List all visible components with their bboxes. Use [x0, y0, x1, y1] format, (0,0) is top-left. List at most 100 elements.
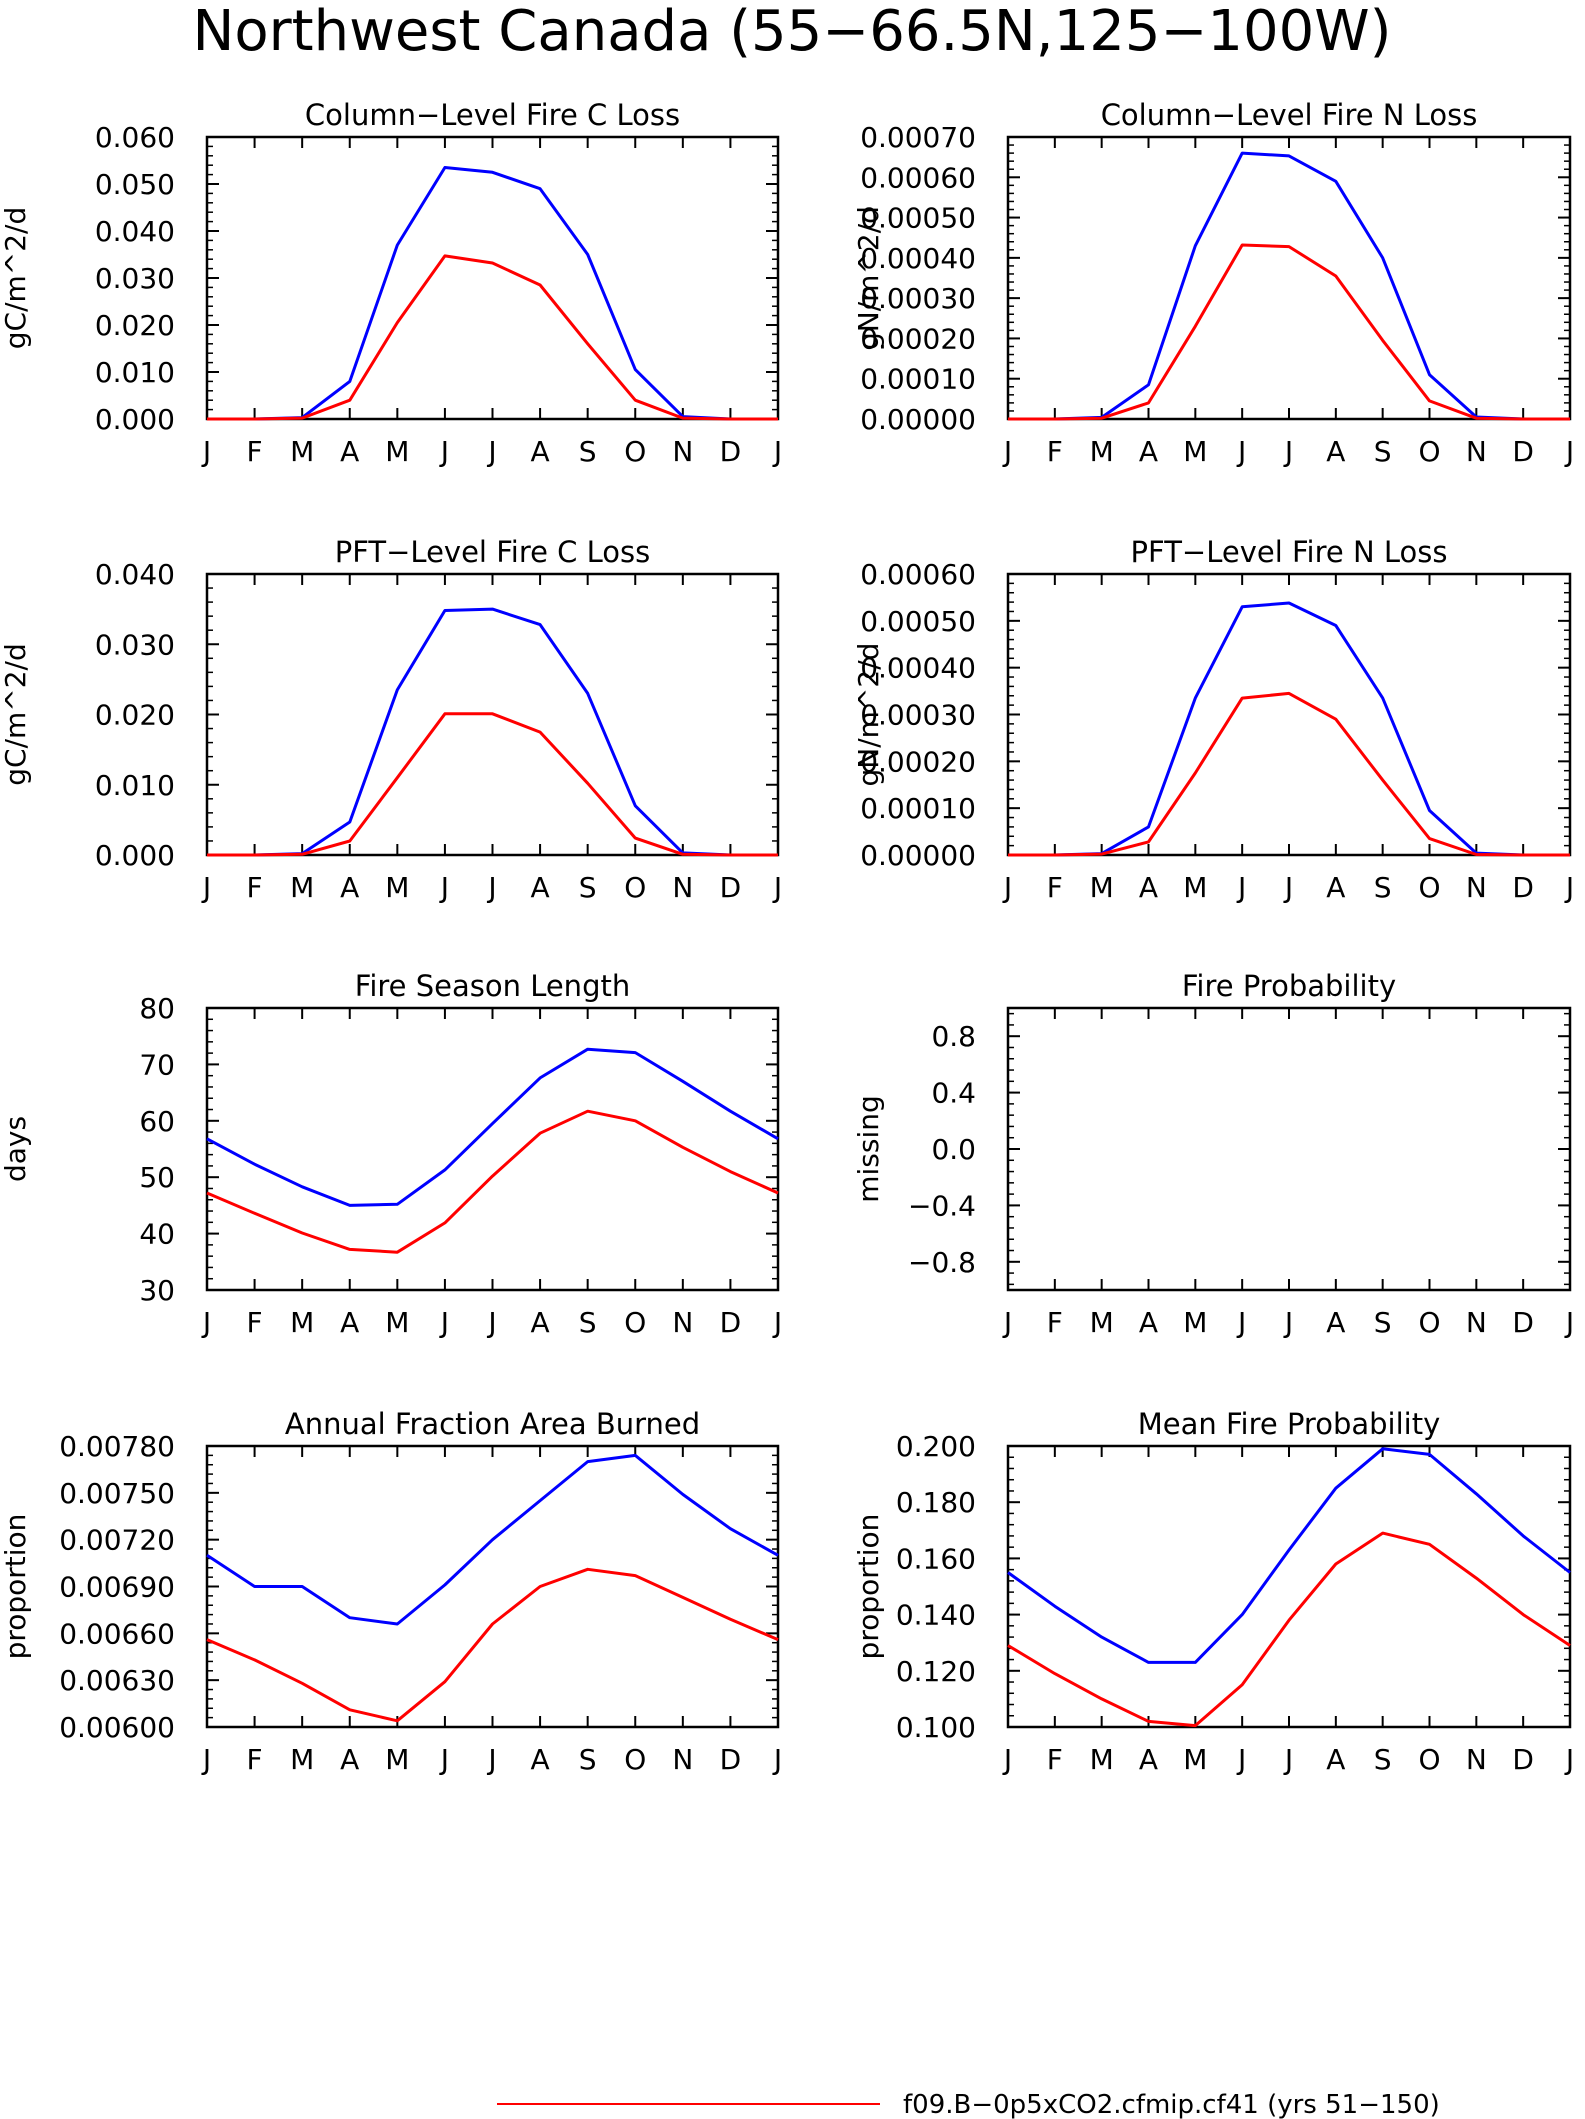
y-tick-label: 80 — [139, 992, 175, 1025]
panel-title: PFT−Level Fire N Loss — [1131, 535, 1448, 569]
x-tick-label: J — [772, 1743, 782, 1776]
y-tick-label: 0.00020 — [860, 745, 976, 778]
y-tick-label: 0.8 — [931, 1020, 976, 1053]
y-tick-label: 0.00050 — [860, 202, 976, 235]
x-tick-label: J — [1236, 871, 1246, 904]
y-tick-label: 0.00060 — [860, 161, 976, 194]
y-tick-label: 0.040 — [95, 558, 175, 591]
x-tick-label: A — [340, 435, 359, 468]
x-tick-label: A — [1139, 1306, 1158, 1339]
y-tick-label: 0.200 — [896, 1430, 976, 1463]
x-tick-label: N — [1466, 1743, 1487, 1776]
x-tick-label: A — [340, 871, 359, 904]
y-tick-label: 0.00060 — [860, 558, 976, 591]
x-tick-label: A — [340, 1743, 359, 1776]
panel-title: Fire Probability — [1182, 969, 1396, 1003]
x-tick-label: A — [531, 435, 550, 468]
x-tick-label: O — [1418, 435, 1440, 468]
y-tick-label: 0.00030 — [860, 699, 976, 732]
series-line-blue — [1008, 601, 1570, 857]
y-tick-label: 0.00630 — [59, 1664, 175, 1697]
x-tick-label: S — [579, 1743, 597, 1776]
y-axis-label: gN/m^2/d — [852, 206, 885, 350]
x-tick-label: S — [1374, 871, 1392, 904]
y-axis-label: proportion — [0, 1514, 32, 1660]
y-tick-label: 0.00600 — [59, 1711, 175, 1744]
series-line-red — [207, 254, 778, 421]
x-tick-label: J — [201, 435, 211, 468]
x-tick-label: J — [439, 435, 449, 468]
y-tick-label: 0.010 — [95, 769, 175, 802]
x-tick-label: J — [1002, 1743, 1012, 1776]
x-tick-label: J — [1283, 1743, 1293, 1776]
y-tick-label: 0.120 — [896, 1655, 976, 1688]
panel-title: Fire Season Length — [355, 969, 630, 1003]
x-tick-label: S — [579, 1306, 597, 1339]
x-tick-label: M — [1183, 871, 1207, 904]
y-tick-label: −0.8 — [908, 1246, 976, 1279]
y-tick-label: 0.010 — [95, 356, 175, 389]
x-tick-label: F — [247, 435, 263, 468]
y-tick-label: 0.00040 — [860, 242, 976, 275]
x-tick-label: N — [1466, 1306, 1487, 1339]
y-tick-label: 0.040 — [95, 215, 175, 248]
x-tick-label: J — [1564, 435, 1574, 468]
y-tick-label: 0.160 — [896, 1542, 976, 1575]
x-tick-label: A — [340, 1306, 359, 1339]
series-line-red — [206, 1567, 779, 1723]
y-tick-label: 40 — [139, 1218, 175, 1251]
x-tick-label: O — [1418, 871, 1440, 904]
y-tick-label: 0.00750 — [59, 1477, 175, 1510]
x-tick-label: A — [531, 871, 550, 904]
y-axis-label: gN/m^2/d — [852, 643, 885, 787]
y-axis-label: gC/m^2/d — [0, 207, 32, 350]
series-line-red — [1008, 243, 1570, 421]
y-tick-label: 0.180 — [896, 1486, 976, 1519]
x-tick-label: O — [624, 435, 646, 468]
x-tick-label: J — [439, 1306, 449, 1339]
x-tick-label: J — [1002, 1306, 1012, 1339]
panel-title: Mean Fire Probability — [1138, 1407, 1441, 1441]
y-tick-label: 0.00720 — [59, 1524, 175, 1557]
x-tick-label: M — [290, 1743, 314, 1776]
y-tick-label: 0.00000 — [860, 839, 976, 872]
x-tick-label: M — [1090, 1306, 1114, 1339]
plot-frame — [1006, 135, 1572, 421]
y-tick-label: 0.00010 — [860, 792, 976, 825]
x-tick-label: O — [1418, 1306, 1440, 1339]
x-tick-label: J — [1564, 1743, 1574, 1776]
y-tick-label: 30 — [139, 1274, 175, 1307]
x-tick-label: A — [1326, 1306, 1345, 1339]
x-tick-label: M — [385, 435, 409, 468]
x-tick-label: J — [772, 871, 782, 904]
x-tick-label: N — [672, 1743, 693, 1776]
x-tick-label: A — [1326, 1743, 1345, 1776]
x-tick-label: J — [1564, 1306, 1574, 1339]
y-tick-label: 0.00070 — [860, 121, 976, 154]
x-tick-label: J — [439, 1743, 449, 1776]
x-tick-label: F — [1047, 1743, 1063, 1776]
x-tick-label: M — [290, 871, 314, 904]
x-tick-label: O — [1418, 1743, 1440, 1776]
series-line-blue — [1008, 151, 1570, 421]
series-line-blue — [1007, 1447, 1571, 1664]
x-tick-label: M — [1183, 1743, 1207, 1776]
y-tick-label: 50 — [139, 1161, 175, 1194]
y-tick-label: 0.000 — [95, 839, 175, 872]
y-tick-label: 0.00040 — [860, 652, 976, 685]
y-tick-label: 0.140 — [896, 1599, 976, 1632]
x-tick-label: A — [531, 1306, 550, 1339]
x-tick-label: J — [772, 1306, 782, 1339]
y-tick-label: 0.00690 — [59, 1571, 175, 1604]
x-tick-label: J — [486, 871, 496, 904]
x-tick-label: A — [1139, 871, 1158, 904]
x-tick-label: F — [1047, 871, 1063, 904]
y-tick-label: 0.000 — [95, 403, 175, 436]
x-tick-label: M — [1090, 435, 1114, 468]
y-tick-label: 60 — [139, 1105, 175, 1138]
y-tick-label: 0.020 — [95, 699, 175, 732]
x-tick-label: J — [486, 435, 496, 468]
x-tick-label: N — [1466, 435, 1487, 468]
